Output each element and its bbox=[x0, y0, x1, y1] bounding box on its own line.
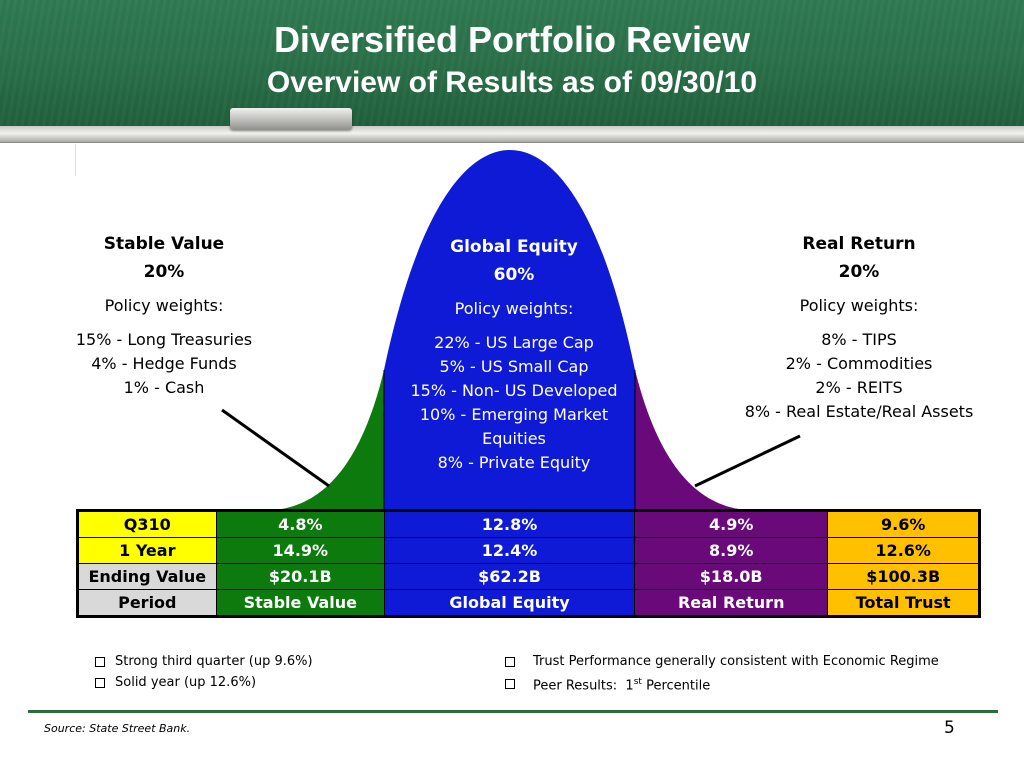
real-return-cell: Real Return bbox=[634, 589, 829, 617]
stable-value-block: Stable Value 20% Policy weights: 15% - L… bbox=[64, 232, 264, 400]
note-text: Strong third quarter (up 9.6%) bbox=[115, 654, 313, 669]
real-return-cell: 4.9% bbox=[634, 510, 829, 538]
global-equity-cell: Global Equity bbox=[384, 589, 636, 617]
chalk-rail bbox=[0, 126, 1024, 143]
peer-results-prefix: Peer Results: 1 bbox=[533, 678, 634, 694]
global-equity-weight: 60% bbox=[493, 265, 535, 285]
real-return-cell: $18.0B bbox=[634, 563, 829, 590]
stable-value-policy-label: Policy weights: bbox=[104, 296, 224, 315]
stable-value-item: 4% - Hedge Funds bbox=[91, 354, 237, 373]
row-label: Period bbox=[77, 589, 217, 617]
global-equity-region bbox=[384, 150, 635, 510]
total-trust-cell: $100.3B bbox=[827, 563, 980, 590]
global-equity-cell: 12.8% bbox=[384, 510, 636, 538]
total-trust-cell: 9.6% bbox=[827, 510, 980, 538]
peer-results-sup: st bbox=[633, 677, 642, 687]
list-item: Trust Performance generally consistent w… bbox=[505, 651, 939, 672]
global-equity-name: Global Equity bbox=[450, 237, 578, 257]
real-return-item: 8% - TIPS bbox=[821, 330, 897, 349]
stable-value-cell: $20.1B bbox=[215, 563, 386, 590]
peer-results-suffix: Percentile bbox=[641, 678, 711, 694]
results-table: Q310 4.8% 12.8% 4.9% 9.6% 1 Year 14.9% 1… bbox=[76, 509, 981, 618]
real-return-region bbox=[635, 370, 745, 510]
chalkboard-header bbox=[0, 0, 1024, 140]
row-label: 1 Year bbox=[77, 537, 217, 564]
note-text: Trust Performance generally consistent w… bbox=[533, 654, 939, 669]
global-equity-item: Equities bbox=[482, 429, 546, 448]
checkbox-bullet-icon bbox=[95, 677, 105, 688]
checkbox-bullet-icon bbox=[95, 656, 105, 667]
real-return-name: Real Return bbox=[802, 234, 916, 254]
real-return-weight: 20% bbox=[838, 262, 880, 282]
stable-value-cell: Stable Value bbox=[215, 589, 386, 617]
global-equity-cell: $62.2B bbox=[384, 563, 636, 590]
stable-value-item: 1% - Cash bbox=[123, 378, 205, 397]
footer-divider bbox=[28, 710, 998, 713]
list-item: Strong third quarter (up 9.6%) bbox=[95, 651, 313, 672]
global-equity-cell: 12.4% bbox=[384, 537, 636, 564]
global-equity-item: 15% - Non- US Developed bbox=[410, 381, 618, 400]
global-equity-policy-label: Policy weights: bbox=[454, 299, 574, 318]
global-equity-item: 8% - Private Equity bbox=[437, 453, 591, 472]
list-item: Peer Results: 1st Percentile bbox=[505, 672, 939, 696]
checkbox-bullet-icon bbox=[505, 679, 515, 690]
global-equity-item: 5% - US Small Cap bbox=[439, 357, 589, 376]
checkbox-bullet-icon bbox=[505, 656, 515, 667]
stable-value-region bbox=[275, 370, 384, 510]
real-return-pointer bbox=[694, 434, 801, 488]
real-return-policy-label: Policy weights: bbox=[799, 296, 919, 315]
page-number: 5 bbox=[944, 718, 955, 738]
eraser-image bbox=[230, 108, 352, 130]
row-label: Q310 bbox=[77, 510, 217, 538]
notes-right: Trust Performance generally consistent w… bbox=[505, 651, 939, 696]
table-row: Q310 4.8% 12.8% 4.9% 9.6% bbox=[77, 510, 980, 538]
slide-subtitle: Overview of Results as of 09/30/10 bbox=[266, 66, 758, 99]
total-trust-cell: Total Trust bbox=[827, 589, 980, 617]
global-equity-item: 22% - US Large Cap bbox=[434, 333, 594, 352]
stable-value-item: 15% - Long Treasuries bbox=[75, 330, 253, 349]
total-trust-cell: 12.6% bbox=[827, 537, 980, 564]
note-text: Solid year (up 12.6%) bbox=[115, 675, 257, 690]
table-row: Period Stable Value Global Equity Real R… bbox=[77, 589, 980, 617]
table-row: Ending Value $20.1B $62.2B $18.0B $100.3… bbox=[77, 563, 980, 590]
table-row: 1 Year 14.9% 12.4% 8.9% 12.6% bbox=[77, 537, 980, 564]
note-text: Peer Results: 1st Percentile bbox=[533, 672, 710, 696]
global-equity-block: Global Equity 60% Policy weights: 22% - … bbox=[404, 235, 624, 475]
slide-title: Diversified Portfolio Review bbox=[273, 19, 751, 60]
stable-value-weight: 20% bbox=[143, 262, 185, 282]
real-return-block: Real Return 20% Policy weights: 8% - TIP… bbox=[739, 232, 979, 424]
source-note: Source: State Street Bank. bbox=[44, 722, 191, 735]
list-item: Solid year (up 12.6%) bbox=[95, 672, 313, 693]
row-label: Ending Value bbox=[77, 563, 217, 590]
stable-value-name: Stable Value bbox=[103, 234, 225, 254]
global-equity-item: 10% - Emerging Market bbox=[419, 405, 609, 424]
real-return-item: 8% - Real Estate/Real Assets bbox=[744, 402, 974, 421]
divider bbox=[75, 144, 76, 176]
notes-left: Strong third quarter (up 9.6%) Solid yea… bbox=[95, 651, 313, 693]
stable-value-cell: 14.9% bbox=[215, 537, 386, 564]
stable-value-pointer bbox=[221, 408, 330, 488]
real-return-item: 2% - REITS bbox=[815, 378, 903, 397]
real-return-cell: 8.9% bbox=[634, 537, 829, 564]
real-return-item: 2% - Commodities bbox=[785, 354, 933, 373]
stable-value-cell: 4.8% bbox=[215, 510, 386, 538]
